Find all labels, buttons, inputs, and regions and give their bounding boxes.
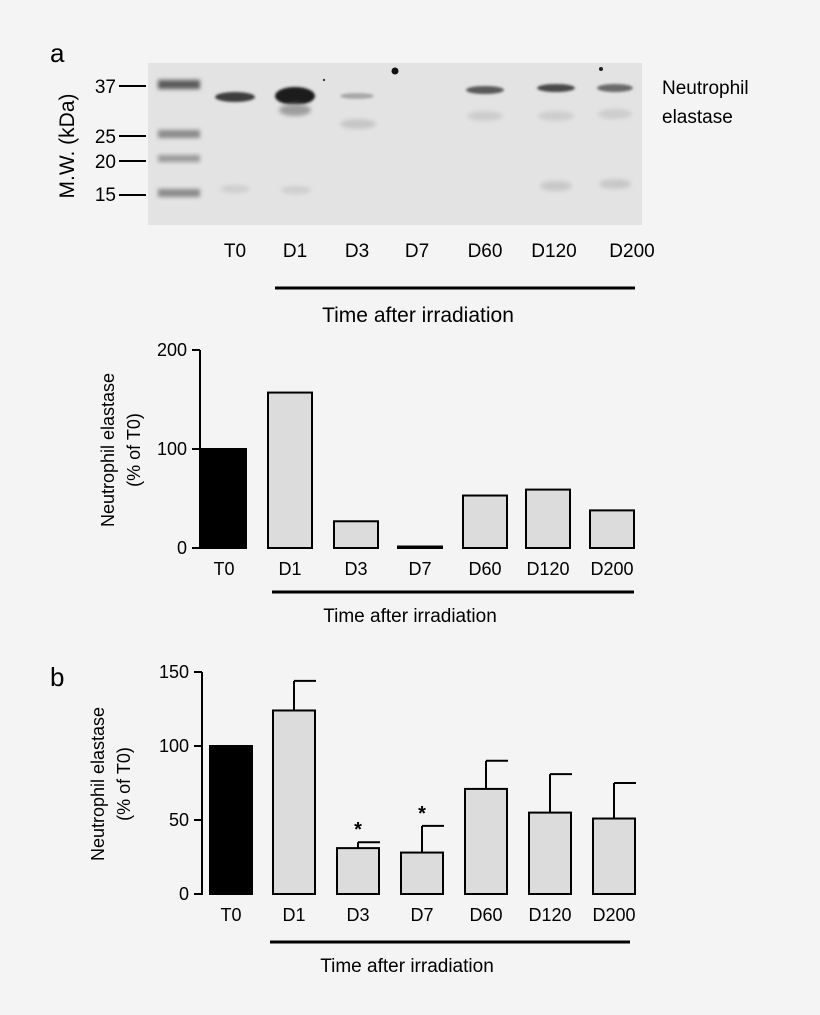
band-D120-lower [538,111,574,121]
band-label-line1: Neutrophil [662,78,749,99]
bar-D1 [272,709,316,895]
bar-D120 [525,488,571,549]
bar-T0 [201,448,247,549]
significance-marker-D3: * [354,819,362,841]
mw-marker-25: 25 [95,127,116,148]
x-tick-label-D120: D120 [526,559,569,579]
x-tick-label-D3: D3 [346,905,369,925]
panel-b-label: b [50,662,64,692]
blot-xgroup-label: Time after irradiation [322,304,514,327]
bar-D3 [336,847,380,895]
x-tick-label-T0: T0 [220,905,241,925]
bar-D60 [462,494,508,549]
x-axis-label: Time after irradiation [320,956,494,977]
x-tick-label-D1: D1 [282,905,305,925]
band-D200-lower [598,109,632,119]
bar-D7 [400,851,444,895]
lane-label-D120: D120 [531,241,576,262]
mw-marker-15: 15 [95,185,116,206]
western-blot: M.W. (kDa) 37 25 20 15 Neutrophil elasta… [56,63,749,327]
x-tick-label-D7: D7 [410,905,433,925]
blot-ylabel: M.W. (kDa) [56,94,79,199]
x-tick-label-D60: D60 [469,905,502,925]
band-D1-lower [279,104,311,116]
lane-label-D60: D60 [468,241,503,262]
lane-label-D3: D3 [345,241,369,262]
y-tick-label: 100 [157,439,187,459]
blot-dust-speck [391,67,399,75]
band-D200 [597,84,633,92]
y-axis-label-line2: (% of T0) [124,413,144,487]
lane-label-D7: D7 [405,241,429,262]
panel-a-label: a [50,38,65,68]
bar-D1 [267,391,313,549]
y-axis-label-line1: Neutrophil elastase [98,373,118,527]
x-tick-label-D60: D60 [468,559,501,579]
band-D120 [537,84,575,92]
lane-label-T0: T0 [224,241,246,262]
molecular-weight-ladder [158,80,200,197]
chart-mean-values: 0 50 100 150 Neutrophil elastase (% of T0) T0 D… [88,662,636,977]
x-tick-label-D200: D200 [590,559,633,579]
y-axis-label-line2: (% of T0) [114,747,134,821]
y-axis-label-line1: Neutrophil elastase [88,707,108,861]
mw-marker-20: 20 [95,152,116,173]
lane-label-D1: D1 [283,241,307,262]
x-tick-label-D1: D1 [278,559,301,579]
x-tick-label-T0: T0 [213,559,234,579]
band-D60 [466,86,504,94]
mw-marker-37: 37 [95,77,116,98]
band-T0 [215,92,255,102]
band-D60-lower [467,111,503,121]
bar-D7 [397,545,443,549]
band-D3-lower [340,119,376,129]
sample-bands [215,67,633,194]
y-tick-label: 100 [159,736,189,756]
band-label-line2: elastase [662,107,733,128]
x-axis-label: Time after irradiation [323,606,497,627]
x-tick-label-D3: D3 [344,559,367,579]
bar-D200 [589,509,635,550]
x-tick-label-D200: D200 [592,905,635,925]
significance-marker-D7: * [418,803,426,825]
x-tick-label-D120: D120 [528,905,571,925]
lane-label-D200: D200 [609,241,654,262]
y-tick-label: 200 [157,340,187,360]
y-tick-label: 50 [169,810,189,830]
y-tick-label: 0 [177,538,187,558]
bar-D200 [592,817,636,896]
chart-densitometry: 0 100 200 Neutrophil elastase (% of T0) T0 D1 D… [98,340,635,627]
y-tick-label: 150 [159,662,189,682]
x-tick-label-D7: D7 [408,559,431,579]
bar-D3 [333,520,379,550]
band-D1 [275,87,315,105]
y-tick-label: 0 [179,884,189,904]
bar-D120 [528,811,572,895]
band-D3 [340,93,374,99]
bar-T0 [209,745,253,895]
bar-D60 [464,787,508,895]
